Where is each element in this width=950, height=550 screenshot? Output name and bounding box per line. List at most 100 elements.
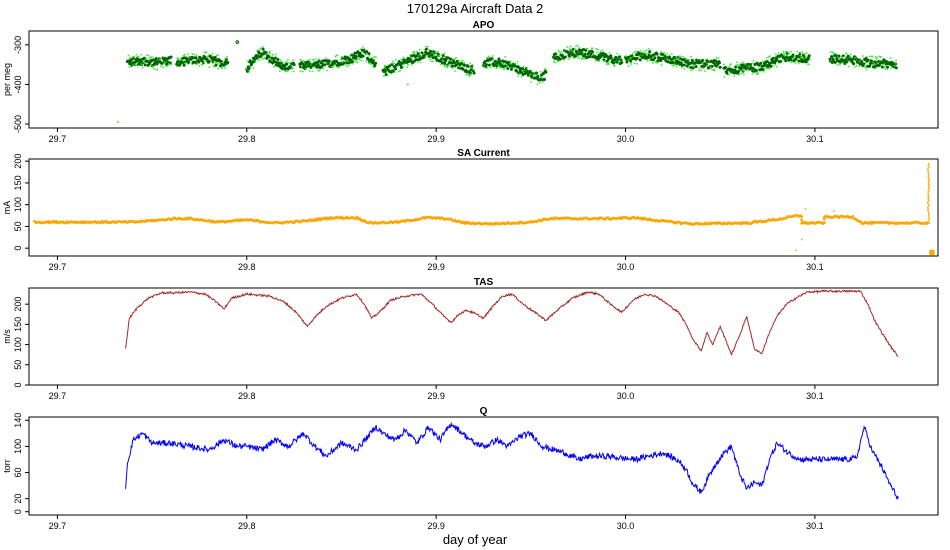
apo-point [291,66,293,69]
apo-point [725,71,729,75]
x-tick-label: 29.7 [49,134,67,144]
apo-point [796,50,798,53]
apo-point [334,55,337,58]
apo-point [269,50,271,53]
apo-point [713,69,716,72]
apo-point [737,69,741,73]
apo-point [576,44,579,47]
apo-point [461,59,464,62]
apo-point [129,57,131,59]
apo-point [214,63,218,67]
sa-current-spike-point [927,204,930,207]
apo-point [450,64,454,68]
apo-point [835,53,838,55]
apo-point [657,53,660,56]
apo-point [682,55,684,58]
apo-point [127,54,130,57]
apo-point [752,59,755,62]
apo-point [352,54,356,58]
apo-point [386,74,389,77]
apo-point [738,64,741,66]
y-tick-label: -300 [13,36,23,54]
apo-point [484,63,488,67]
apo-point [415,50,418,53]
apo-point [849,53,852,56]
apo-point [160,65,162,68]
apo-point [875,56,878,59]
apo-point [299,70,302,73]
apo-point [567,58,570,61]
apo-point [449,57,453,61]
apo-point [563,58,566,61]
apo-point [687,66,689,69]
apo-point [847,65,850,68]
apo-point [498,59,502,63]
apo-point [391,60,394,63]
apo-point [539,70,542,73]
apo-point [273,65,276,68]
apo-point [740,72,743,75]
apo-point [446,66,448,69]
apo-point [469,62,472,65]
apo-point [472,71,476,75]
apo-point [152,67,155,69]
apo-point [393,62,395,65]
apo-point [274,53,277,56]
apo-point [315,65,319,69]
apo-point [329,61,332,64]
apo-point [182,63,186,67]
apo-point [226,64,228,66]
apo-point [492,64,496,68]
apo-point [680,63,684,67]
apo-point [365,60,368,63]
apo-point [425,45,427,48]
apo-point [311,66,314,69]
apo-point [182,55,185,57]
y-tick-label: 50 [13,360,23,370]
apo-point [560,53,564,57]
apo-point [383,69,387,73]
apo-point [509,62,512,65]
sa-current-point [800,215,804,218]
apo-point [793,55,796,58]
apo-point [771,56,775,60]
apo-point [504,55,506,58]
apo-point [533,73,536,76]
sa-current-spike-point [927,190,930,193]
apo-point [224,58,228,62]
apo-point [145,58,148,60]
apo-point [143,63,147,67]
apo-point [181,59,184,62]
apo-point [522,66,525,68]
y-tick-label: 0 [13,382,23,387]
apo-point [258,48,261,51]
sa-current-spike-point [927,202,929,205]
apo-point [410,63,413,66]
apo-point [836,63,839,66]
apo-point [443,61,447,65]
apo-point [690,55,692,58]
apo-point [187,53,190,55]
apo-point [876,62,879,65]
apo-point [591,47,594,50]
tas-series-line [125,289,899,358]
apo-point [557,60,560,62]
apo-point [410,54,414,58]
y-tick-label: -500 [13,115,23,133]
apo-point [502,63,505,65]
apo-point [492,58,495,61]
apo-point [311,70,314,73]
apo-point [607,61,610,64]
apo-point [884,65,887,68]
apo-point [741,61,744,64]
apo-point [680,66,683,69]
apo-point [516,60,519,63]
apo-point [169,55,173,59]
apo-point [361,46,364,49]
apo-point [717,57,720,60]
apo-point [880,56,883,58]
apo-point [191,63,194,66]
apo-point [704,70,706,73]
apo-point [884,67,887,70]
apo-point [740,66,744,70]
